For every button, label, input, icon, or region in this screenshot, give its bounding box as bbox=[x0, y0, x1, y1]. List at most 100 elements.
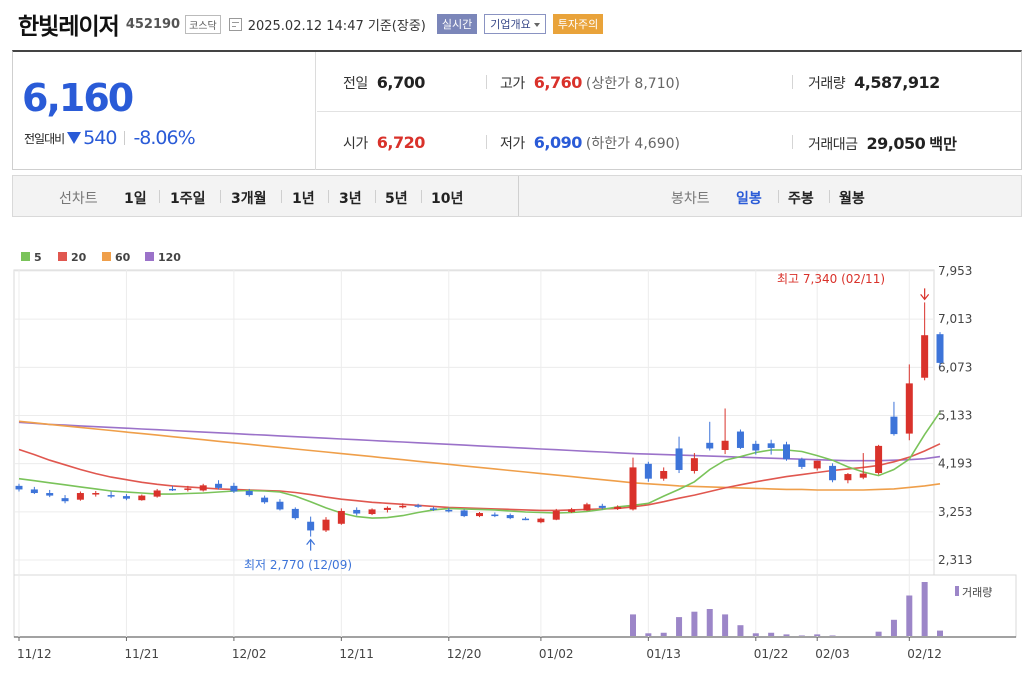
stock-name: 한빛레이저 bbox=[18, 14, 120, 40]
candle-daily[interactable]: 일봉 bbox=[736, 191, 762, 207]
x-tick-label: 02/03 bbox=[815, 647, 850, 661]
candle-body bbox=[476, 513, 483, 517]
candle bbox=[598, 503, 606, 510]
divider bbox=[281, 190, 282, 203]
line-ma60 bbox=[18, 420, 941, 491]
candle bbox=[537, 517, 545, 524]
volume-bar bbox=[691, 611, 698, 636]
x-tick-label: 12/20 bbox=[447, 647, 482, 661]
candle-monthly[interactable]: 월봉 bbox=[839, 191, 865, 207]
candle bbox=[322, 517, 330, 532]
volume-bar bbox=[660, 632, 667, 636]
candle bbox=[905, 364, 913, 441]
candle-body bbox=[629, 467, 637, 510]
low-annotation-text: 최저 2,770 (12/09) bbox=[244, 558, 352, 572]
candle-body bbox=[445, 509, 453, 512]
x-tick-label: 11/21 bbox=[124, 647, 159, 661]
trade-amount: 거래대금 29,050 백만 bbox=[808, 133, 957, 154]
candle-body bbox=[30, 489, 38, 494]
low-value: 6,090 bbox=[533, 133, 583, 152]
open-price: 시가 6,720 bbox=[343, 133, 425, 153]
candle-body bbox=[429, 508, 437, 510]
candle-body bbox=[276, 501, 284, 510]
candle-weekly[interactable]: 주봉 bbox=[788, 191, 814, 207]
candle bbox=[92, 490, 100, 497]
period-5y[interactable]: 5년 bbox=[385, 191, 408, 207]
realtime-button[interactable]: 실시간 bbox=[436, 14, 478, 34]
down-triangle-icon bbox=[67, 132, 82, 144]
candle-body bbox=[368, 509, 376, 515]
y-tick-label: 3,253 bbox=[938, 505, 972, 519]
candle-body bbox=[230, 485, 238, 492]
volume-bar bbox=[737, 625, 744, 636]
candle bbox=[506, 513, 514, 520]
prev-close-value: 6,700 bbox=[376, 73, 426, 92]
candle bbox=[307, 516, 315, 537]
volume-bar bbox=[645, 633, 652, 636]
y-tick-label: 7,953 bbox=[938, 264, 972, 278]
high-annotation: 최고 7,340 (02/11) bbox=[777, 272, 930, 301]
candle bbox=[875, 444, 883, 475]
candle bbox=[767, 439, 775, 455]
line-ma20 bbox=[18, 443, 941, 512]
open-label: 시가 bbox=[343, 136, 368, 152]
price-chart[interactable]: 5 20 60 120 7,953 7,013 6,073 5,133 4,193 3,2… bbox=[0, 240, 1024, 691]
candle-body bbox=[829, 465, 837, 481]
candle-body bbox=[414, 505, 422, 507]
divider bbox=[124, 131, 126, 145]
candle-body bbox=[752, 443, 760, 451]
volume-legend-swatch bbox=[955, 586, 959, 596]
candle-body bbox=[506, 515, 514, 519]
grid bbox=[14, 270, 934, 637]
candle-body bbox=[46, 493, 54, 496]
amount-unit: 백만 bbox=[929, 135, 957, 153]
volume-bar bbox=[875, 631, 882, 636]
candle-body bbox=[706, 442, 714, 449]
legend-ma60: 60 bbox=[115, 251, 131, 264]
candle bbox=[476, 511, 483, 518]
candle-body bbox=[353, 509, 361, 514]
quote-panel: 6,160 전일대비 540 -8.06% 전일 6,700 고가 6,760 … bbox=[12, 50, 1022, 170]
candle-body bbox=[537, 518, 545, 523]
candle-body bbox=[291, 508, 299, 519]
candle-body bbox=[15, 485, 23, 490]
volume-plot-frame bbox=[13, 574, 1017, 638]
candle bbox=[721, 408, 729, 455]
arrow-down-icon bbox=[920, 288, 930, 301]
candle bbox=[414, 503, 422, 508]
period-3m[interactable]: 3개월 bbox=[231, 191, 267, 207]
candle bbox=[46, 489, 54, 498]
volume-bar bbox=[752, 633, 759, 636]
candle-body bbox=[399, 505, 407, 508]
candle-body bbox=[76, 493, 84, 500]
volume-bar bbox=[630, 614, 636, 636]
volume-bar bbox=[829, 635, 836, 636]
candle bbox=[936, 332, 944, 367]
period-1d[interactable]: 1일 bbox=[124, 191, 147, 207]
arrow-up-icon bbox=[306, 538, 316, 551]
market-badge: 코스닥 bbox=[185, 14, 221, 34]
period-3y[interactable]: 3년 bbox=[339, 191, 362, 207]
period-1y[interactable]: 1년 bbox=[292, 191, 315, 207]
candle-body bbox=[568, 509, 576, 512]
candle bbox=[629, 457, 637, 511]
high-label: 고가 bbox=[500, 76, 525, 92]
period-10y[interactable]: 10년 bbox=[431, 191, 464, 207]
volume-bars bbox=[630, 582, 943, 636]
candle-body bbox=[491, 514, 499, 517]
lower-limit: (하한가 4,690) bbox=[585, 136, 680, 152]
x-tick-label: 12/11 bbox=[339, 647, 374, 661]
candle bbox=[798, 457, 806, 469]
amount-label: 거래대금 bbox=[808, 137, 858, 153]
change-label: 전일대비 bbox=[24, 131, 65, 146]
candle bbox=[660, 467, 668, 481]
divider bbox=[317, 111, 1021, 112]
legend-swatch-ma60 bbox=[102, 252, 111, 261]
candle-body bbox=[721, 440, 729, 450]
stock-header: 한빛레이저 452190 코스닥 2025.02.12 14:47 기준(장중)… bbox=[18, 6, 604, 42]
company-info-dropdown[interactable]: 기업개요 bbox=[484, 14, 546, 34]
x-axis: 11/12 11/21 12/02 12/11 12/20 01/02 01/13 01/22… bbox=[17, 637, 942, 661]
candle bbox=[921, 302, 929, 381]
period-1w[interactable]: 1주일 bbox=[170, 191, 206, 207]
candle-body bbox=[245, 490, 253, 496]
